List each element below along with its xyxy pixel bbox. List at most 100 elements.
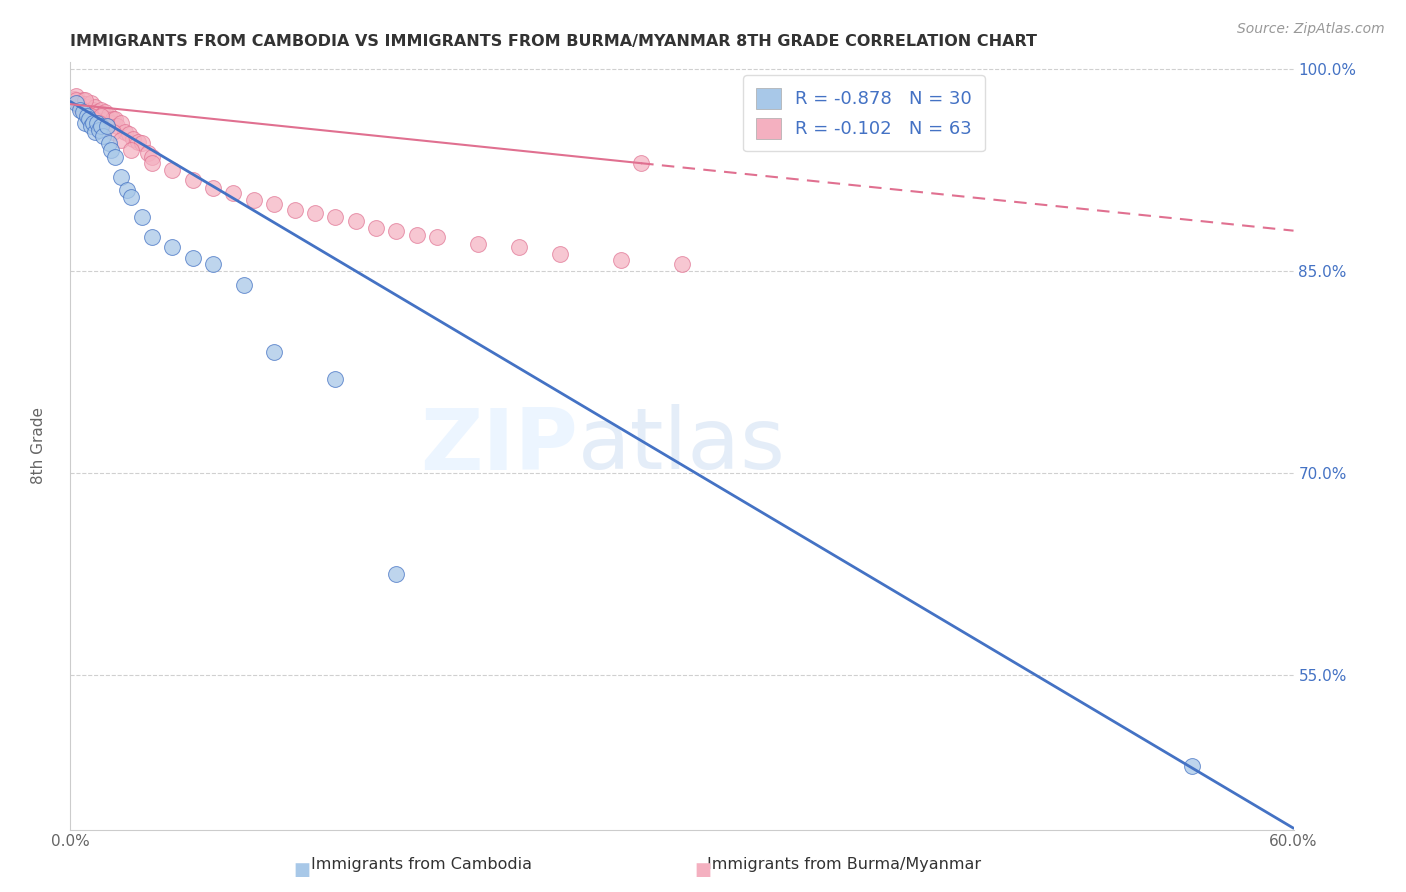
Point <box>284 203 307 218</box>
Legend: R = -0.878   N = 30, R = -0.102   N = 63: R = -0.878 N = 30, R = -0.102 N = 63 <box>742 75 984 152</box>
Point <box>122 132 145 146</box>
Point <box>118 127 141 141</box>
Point <box>65 93 87 107</box>
Y-axis label: 8th Grade: 8th Grade <box>31 408 46 484</box>
Point <box>73 93 96 107</box>
Point <box>87 109 110 123</box>
Point <box>76 109 98 123</box>
Point <box>69 100 91 114</box>
Text: Immigrants from Burma/Myanmar: Immigrants from Burma/Myanmar <box>707 857 980 872</box>
Point <box>91 106 114 120</box>
Point <box>426 230 449 244</box>
Point <box>671 257 693 271</box>
Text: ■: ■ <box>294 861 311 879</box>
Point <box>90 103 112 117</box>
Point <box>63 92 86 106</box>
Point <box>87 122 110 136</box>
Point <box>181 251 204 265</box>
Point <box>304 206 326 220</box>
Point <box>141 150 163 164</box>
Point <box>323 372 347 386</box>
Text: ZIP: ZIP <box>420 404 578 488</box>
Point <box>73 97 96 112</box>
Point <box>110 169 132 184</box>
Point <box>83 113 105 128</box>
Point <box>79 119 103 133</box>
Point <box>323 211 347 225</box>
Point <box>181 172 204 186</box>
Point <box>90 119 112 133</box>
Point <box>86 105 108 120</box>
Point <box>141 156 163 170</box>
Point <box>131 136 153 151</box>
Point <box>162 163 183 178</box>
Point <box>77 112 100 126</box>
Point <box>110 116 132 130</box>
Text: Immigrants from Cambodia: Immigrants from Cambodia <box>311 857 533 872</box>
Point <box>67 95 90 110</box>
Point <box>385 224 408 238</box>
Text: IMMIGRANTS FROM CAMBODIA VS IMMIGRANTS FROM BURMA/MYANMAR 8TH GRADE CORRELATION : IMMIGRANTS FROM CAMBODIA VS IMMIGRANTS F… <box>70 34 1038 49</box>
Point <box>162 240 183 254</box>
Point <box>96 119 118 133</box>
Point <box>131 211 153 225</box>
Point <box>508 240 530 254</box>
Point <box>202 180 225 194</box>
Point <box>98 108 121 122</box>
Point <box>72 105 94 120</box>
Point <box>94 105 117 120</box>
Point <box>87 116 110 130</box>
Point <box>232 277 254 292</box>
Point <box>104 150 127 164</box>
Point <box>548 246 571 260</box>
Point <box>76 106 98 120</box>
Point <box>77 105 100 120</box>
Point <box>630 156 652 170</box>
Point <box>91 129 114 144</box>
Point <box>100 116 122 130</box>
Point <box>79 95 103 110</box>
Point <box>141 230 163 244</box>
Point <box>114 125 136 139</box>
Point <box>96 112 118 126</box>
Point <box>100 143 122 157</box>
Point <box>98 136 121 151</box>
Point <box>263 344 285 359</box>
Point <box>136 145 159 160</box>
Point <box>72 103 94 117</box>
Point <box>105 119 128 133</box>
Point <box>101 125 124 139</box>
Point <box>82 103 104 117</box>
Point <box>202 257 225 271</box>
Point <box>69 103 91 117</box>
Point <box>79 109 103 123</box>
Point <box>110 134 132 148</box>
Point <box>65 95 87 110</box>
Point <box>96 119 118 133</box>
Text: atlas: atlas <box>578 404 786 488</box>
Point <box>83 100 105 114</box>
Point <box>366 221 388 235</box>
Point <box>121 143 143 157</box>
Point <box>65 89 87 103</box>
Point <box>610 253 633 268</box>
Point <box>344 214 367 228</box>
Point <box>90 109 112 123</box>
Point <box>86 116 108 130</box>
Point <box>263 196 285 211</box>
Point <box>76 100 98 114</box>
Point <box>121 190 143 204</box>
Point <box>385 566 408 581</box>
Point <box>1181 759 1204 773</box>
Point <box>82 116 104 130</box>
Point <box>406 227 429 242</box>
Point <box>127 135 149 149</box>
Point <box>117 183 139 197</box>
Point <box>73 116 96 130</box>
Point <box>83 125 105 139</box>
Point <box>222 186 245 200</box>
Point <box>467 237 489 252</box>
Text: Source: ZipAtlas.com: Source: ZipAtlas.com <box>1237 22 1385 37</box>
Point <box>101 112 124 126</box>
Point <box>243 193 266 207</box>
